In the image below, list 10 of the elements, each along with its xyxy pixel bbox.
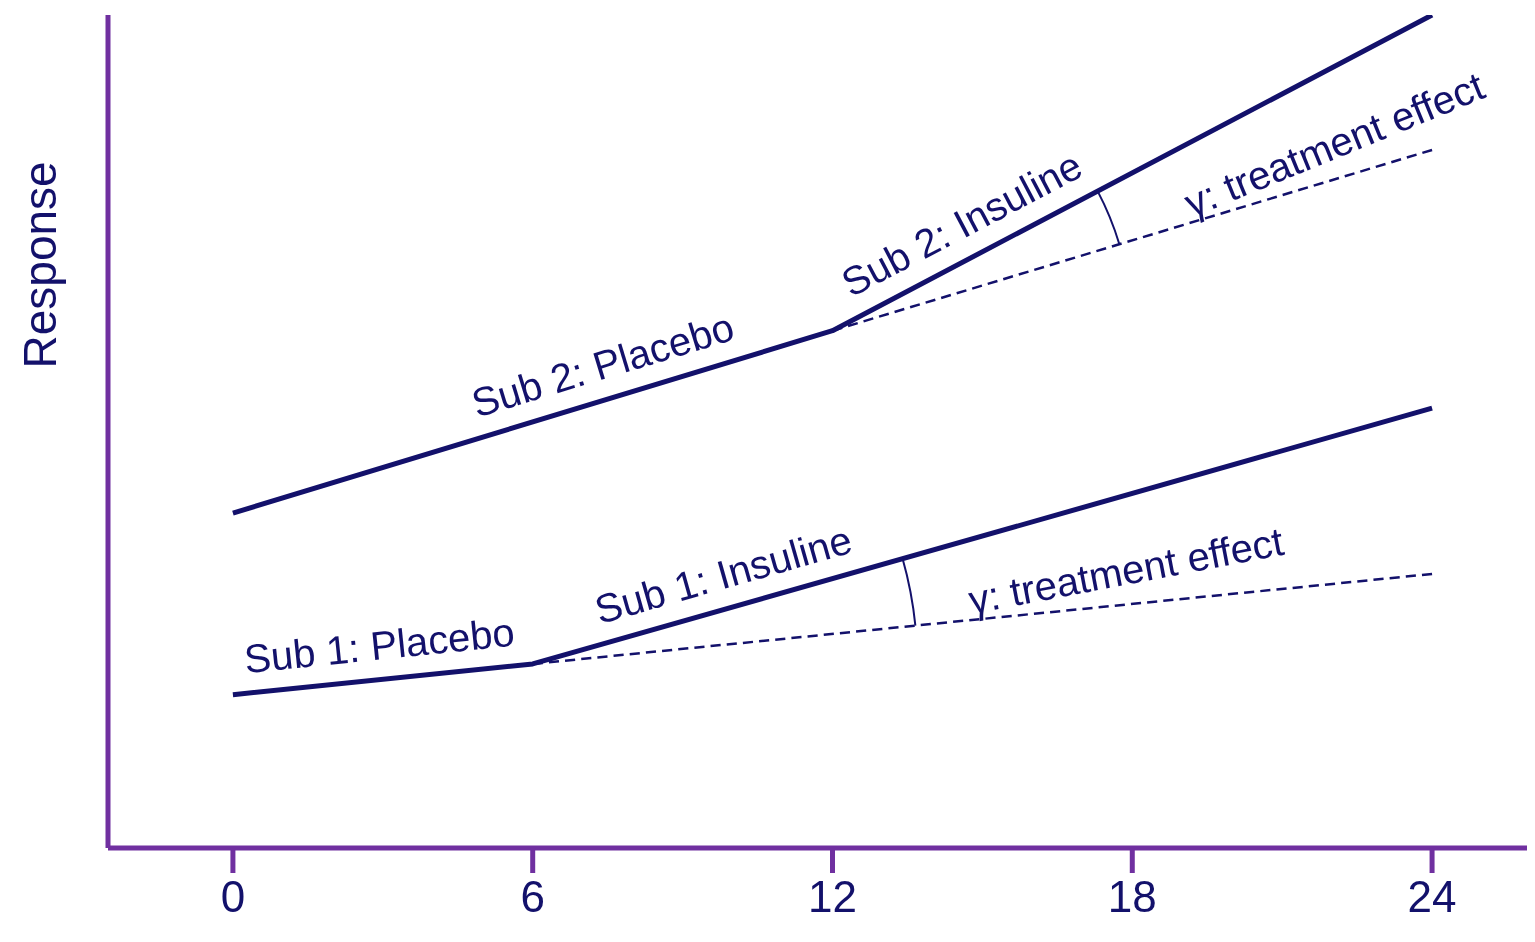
x-tick-label: 0 xyxy=(220,872,246,922)
annotation: Sub 1: Insuline xyxy=(589,517,857,632)
y-axis-title: Response xyxy=(14,161,66,369)
x-tick-label: 12 xyxy=(808,872,857,922)
x-tick-label: 6 xyxy=(520,872,545,922)
annotation: Sub 1: Placebo xyxy=(242,609,517,682)
annotation: γ: treatment effect xyxy=(964,519,1287,623)
x-tick-label: 24 xyxy=(1407,872,1457,922)
annotation: Sub 2: Placebo xyxy=(466,304,739,426)
x-tick-label: 18 xyxy=(1107,872,1157,922)
